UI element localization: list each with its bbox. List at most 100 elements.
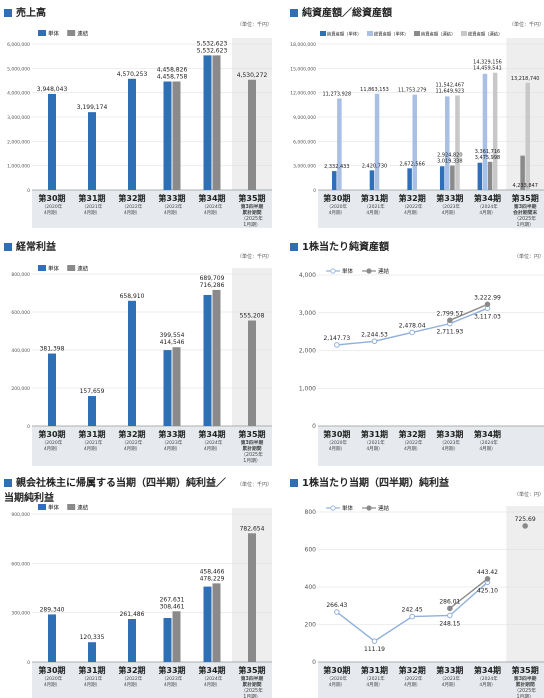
point-consol xyxy=(484,576,491,582)
legend-swatch xyxy=(67,504,76,510)
x-tick-note: 第3四半期 xyxy=(241,675,264,682)
x-tick-date: （2022年 xyxy=(402,203,423,210)
x-tick-period: 第30期 xyxy=(38,193,65,203)
unit-label: （単位：円） xyxy=(514,253,544,260)
x-tick-date: （2024年 xyxy=(202,675,223,682)
bar-net-single xyxy=(407,168,412,190)
x-tick-month: 4月期） xyxy=(204,682,220,688)
data-label: 2,478.04 xyxy=(399,322,426,329)
bar-consol xyxy=(248,79,256,190)
data-label: 425.10 xyxy=(477,587,498,594)
bar-single xyxy=(48,93,56,190)
bar-total-consol xyxy=(455,95,460,190)
y-tick-label: 0 xyxy=(312,423,316,430)
x-axis-band xyxy=(318,662,544,698)
data-label: 266.43 xyxy=(326,602,347,609)
x-tick-period: 第31期 xyxy=(361,193,388,203)
legend-label: 純資産額（連結） xyxy=(421,31,455,38)
title-text: 経常利益 xyxy=(16,242,56,253)
title-square-icon xyxy=(290,9,298,17)
data-label: 414,546 xyxy=(160,339,185,346)
data-label: 2,244.53 xyxy=(361,331,388,338)
y-tick-label: 800 xyxy=(305,509,317,516)
x-tick-month: 4月期） xyxy=(44,210,60,216)
chart-assets: 0 3,000,000 6,000,000 9,000,000 12,000,000 15… xyxy=(290,21,544,228)
x-tick-date: （2024年 xyxy=(477,203,498,210)
x-tick-date: （2021年 xyxy=(364,439,385,446)
title-text: 売上高 xyxy=(16,8,46,19)
x-tick-date: （2021年 xyxy=(82,439,103,446)
x-tick-period: 第34期 xyxy=(198,665,225,675)
x-tick-note: 1月期） xyxy=(243,694,260,698)
data-label: 399,554 xyxy=(160,332,185,339)
data-label: 267,631 xyxy=(160,596,185,603)
y-tick-label: 6,000,000 xyxy=(7,42,30,48)
legend-swatch xyxy=(367,31,373,36)
bar-consol xyxy=(212,55,221,191)
x-tick-date: （2024年 xyxy=(477,439,498,446)
data-label: 2,672,566 xyxy=(399,161,424,167)
x-tick-month: 4月期） xyxy=(404,682,420,688)
legend-label: 連結 xyxy=(77,504,89,512)
x-tick-month: 4月期） xyxy=(164,682,180,688)
x-tick-note: 第3四半期 xyxy=(241,439,264,446)
panel-sales: 売上高 0 1,000,000 2,000,000 3,000,000 4,000,00… xyxy=(4,4,272,228)
y-tick-label: 4,000,000 xyxy=(7,91,30,97)
y-tick-label: 600 xyxy=(305,547,317,554)
y-tick-label: 5,000,000 xyxy=(7,66,30,72)
data-label: 120,335 xyxy=(80,634,105,641)
bar-consol xyxy=(248,533,256,662)
legend-swatch xyxy=(414,31,420,36)
panel-eps: 1株当たり当期（四半期）純利益 0 200 400 600 800 （単位：円） 単体 連結 2… xyxy=(290,474,544,698)
x-tick-month: 4月期） xyxy=(204,446,220,452)
bar-single xyxy=(48,614,56,662)
x-tick-date: （2024年 xyxy=(202,439,223,446)
title-text: 1株当たり純資産額 xyxy=(302,242,389,253)
title-square-icon xyxy=(4,243,12,251)
bar-net-consol xyxy=(487,161,493,190)
y-tick-label: 6,000,000 xyxy=(293,139,316,145)
legend-swatch xyxy=(67,30,76,36)
bar-single xyxy=(128,78,136,190)
x-tick-date: （2022年 xyxy=(402,675,423,682)
legend-swatch xyxy=(461,31,467,36)
y-tick-label: 15,000,000 xyxy=(290,66,316,72)
x-tick-period: 第33期 xyxy=(158,193,185,203)
data-label: 14,459,541 xyxy=(473,66,502,72)
y-tick-label: 1,000 xyxy=(299,385,316,392)
x-tick-date: （2021年 xyxy=(82,675,103,682)
y-tick-label: 0 xyxy=(313,188,316,194)
data-label: 782,654 xyxy=(240,525,265,532)
x-tick-period: 第35期 xyxy=(512,193,539,203)
data-label: 11,649,923 xyxy=(436,89,465,95)
data-label: 5,532,623 xyxy=(197,40,228,47)
data-label: 4,233,847 xyxy=(512,183,537,189)
y-tick-label: 600,000 xyxy=(11,310,30,316)
title-square-icon xyxy=(290,243,298,251)
x-tick-date: （2021年 xyxy=(82,203,103,210)
x-tick-month: 4月期） xyxy=(164,446,180,452)
bar-consol xyxy=(212,289,221,426)
data-label: 3,199,174 xyxy=(77,104,108,111)
bar-net-single xyxy=(439,166,445,190)
x-tick-month: 4月期） xyxy=(442,210,458,216)
x-tick-month: 4月期） xyxy=(404,210,420,216)
x-tick-period: 第31期 xyxy=(78,193,105,203)
x-tick-period: 第32期 xyxy=(399,429,426,439)
x-tick-period: 第33期 xyxy=(158,429,185,439)
x-tick-month: 4月期） xyxy=(124,682,140,688)
x-tick-date: （2024年 xyxy=(477,675,498,682)
legend-swatch xyxy=(38,504,46,510)
x-tick-note: 1月期） xyxy=(243,458,260,464)
x-tick-period: 第35期 xyxy=(238,429,265,439)
legend-swatch xyxy=(320,31,326,36)
y-tick-label: 600,000 xyxy=(11,561,30,567)
point-single xyxy=(334,609,340,615)
x-tick-month: 4月期） xyxy=(366,210,382,216)
x-tick-month: 4月期） xyxy=(479,446,495,452)
x-tick-period: 第32期 xyxy=(399,193,426,203)
title-text-line2: 当期純利益 xyxy=(4,493,54,504)
bar-total-single xyxy=(482,73,488,190)
data-label: 443.42 xyxy=(477,569,498,576)
x-tick-period: 第34期 xyxy=(198,429,225,439)
